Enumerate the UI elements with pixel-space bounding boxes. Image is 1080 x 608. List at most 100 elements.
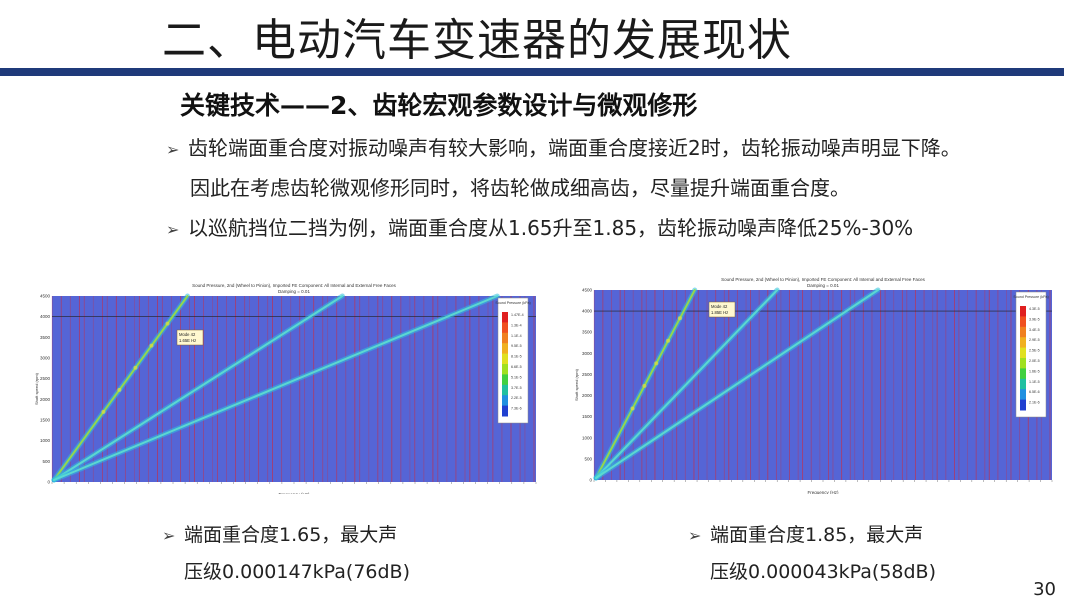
colorbar-value: 8.1E-5 xyxy=(511,355,522,359)
colorbar-swatch xyxy=(1020,368,1026,380)
colorbar-swatch xyxy=(502,405,508,417)
order-line xyxy=(53,295,499,481)
order-line xyxy=(595,289,696,479)
y-axis-label: Shaft speed (rpm) xyxy=(34,372,39,405)
colorbar-swatch xyxy=(1020,378,1026,390)
y-axis-label: Shaft speed (rpm) xyxy=(574,368,579,401)
title-underline-bar xyxy=(0,68,1064,76)
chart-subtitle: Damping = 0.01 xyxy=(807,283,839,288)
colorbar-value: 4.3E-5 xyxy=(1029,307,1040,311)
colorbar-value: 2.1E-6 xyxy=(1029,401,1040,405)
y-tick-label: 1000 xyxy=(40,438,51,443)
bullet-arrow-icon: ➢ xyxy=(688,526,702,545)
section-subtitle: 关键技术——2、齿轮宏观参数设计与微观修形 xyxy=(180,91,698,120)
colorbar-swatch xyxy=(1020,337,1026,349)
colorbar-swatch xyxy=(1020,358,1026,369)
bullet-arrow-icon: ➢ xyxy=(162,526,176,545)
hot-spot xyxy=(666,338,671,343)
colorbar-swatch xyxy=(1020,316,1026,328)
y-tick-label: 3500 xyxy=(40,335,51,340)
bullet-1: ➢ 齿轮端面重合度对振动噪声有较大影响，端面重合度接近2时，齿轮振动噪声明显下降。 xyxy=(166,132,961,161)
colorbar-value: 2.9E-5 xyxy=(1029,338,1040,342)
colorbar-value: 1.47E-4 xyxy=(511,313,524,317)
y-tick-label: 2000 xyxy=(40,397,51,402)
hot-spot xyxy=(133,365,138,370)
y-tick-label: 4500 xyxy=(40,294,51,299)
colorbar-swatch xyxy=(502,343,508,355)
y-tick-label: 2500 xyxy=(582,372,593,377)
colorbar-swatch xyxy=(1020,306,1026,317)
colorbar-value: 3.9E-5 xyxy=(1029,317,1040,321)
hot-spot xyxy=(654,361,659,366)
y-tick-label: 3500 xyxy=(582,330,593,335)
chart-right: Sound Pressure, 2nd (Wheel to Pinion), I… xyxy=(572,276,1056,495)
colorbar-value: 3.7E-5 xyxy=(511,386,522,390)
colorbar-value: 5.1E-5 xyxy=(511,375,522,379)
colorbar-swatch xyxy=(502,384,508,396)
plot-area xyxy=(594,290,1052,480)
colorbar-swatch xyxy=(502,353,508,365)
colorbar-swatch xyxy=(1020,389,1026,401)
order-line xyxy=(595,289,879,479)
colorbar-value: 1.6E-5 xyxy=(1029,369,1040,373)
y-tick-label: 3000 xyxy=(582,351,593,356)
y-tick-label: 1000 xyxy=(582,435,593,440)
colorbar-value: 7.3E-6 xyxy=(511,407,522,411)
y-tick-label: 1500 xyxy=(40,418,51,423)
hot-spot xyxy=(677,316,682,321)
caption-left-line2: 压级0.000147kPa(76dB) xyxy=(184,561,411,583)
bullet-2-text: 以巡航挡位二挡为例，端面重合度从1.65升至1.85，齿轮振动噪声降低25%-3… xyxy=(188,216,914,240)
y-tick-label: 0 xyxy=(47,480,50,485)
hot-spot xyxy=(165,321,170,326)
y-tick-label: 500 xyxy=(42,459,50,464)
mode-annotation-text: 1.65E Hz xyxy=(179,338,196,343)
colorbar-title: Sound Pressure (kPa) xyxy=(495,301,530,305)
caption-left-line1: ➢ 端面重合度1.65，最大声 xyxy=(162,524,398,546)
y-tick-label: 500 xyxy=(584,456,592,461)
x-axis-label: Frequency (Hz) xyxy=(278,492,310,494)
y-tick-label: 4000 xyxy=(40,314,51,319)
mode-annotation-box xyxy=(708,301,736,318)
caption-right-line1: ➢ 端面重合度1.85，最大声 xyxy=(688,524,924,546)
campbell-diagram-left: Sound Pressure, 2nd (Wheel to Pinion), I… xyxy=(34,283,537,497)
colorbar-value: 1.3E-4 xyxy=(511,323,522,327)
order-line xyxy=(595,289,779,479)
colorbar-value: 6.5E-6 xyxy=(1029,390,1040,394)
chart-title: Sound Pressure, 2nd (Wheel to Pinion), I… xyxy=(721,277,926,282)
plot-area xyxy=(52,296,536,482)
mode-annotation-text: 1.85E Hz xyxy=(711,310,728,315)
chart-left: Sound Pressure, 2nd (Wheel to Pinion), I… xyxy=(32,282,542,497)
order-line xyxy=(53,295,344,481)
hot-spot xyxy=(117,387,122,392)
mode-annotation-box xyxy=(176,329,204,346)
mode-annotation-text: Mode 42 xyxy=(179,332,196,337)
chart-subtitle: Damping = 0.01 xyxy=(278,289,310,294)
chart-title: Sound Pressure, 2nd (Wheel to Pinion), I… xyxy=(192,283,397,288)
campbell-diagram-right: Sound Pressure, 2nd (Wheel to Pinion), I… xyxy=(574,277,1053,495)
colorbar-swatch xyxy=(502,322,508,334)
colorbar-swatch xyxy=(502,332,508,344)
page-number: 30 xyxy=(1033,579,1056,600)
colorbar-value: 9.5E-5 xyxy=(511,344,522,348)
y-tick-label: 0 xyxy=(589,478,592,483)
hot-spot xyxy=(101,409,106,414)
bullet-1-text: 齿轮端面重合度对振动噪声有较大影响，端面重合度接近2时，齿轮振动噪声明显下降。 xyxy=(188,136,961,160)
colorbar-value: 1.1E-4 xyxy=(511,334,522,338)
hot-spot xyxy=(630,406,635,411)
colorbar-swatch xyxy=(502,395,508,407)
colorbar-swatch xyxy=(502,374,508,386)
caption-right-line2: 压级0.000043kPa(58dB) xyxy=(710,561,937,583)
colorbar-value: 6.6E-5 xyxy=(511,365,522,369)
colorbar-value: 3.4E-5 xyxy=(1029,328,1040,332)
slide-title: 二、电动汽车变速器的发展现状 xyxy=(162,15,792,66)
bullet-1-continued: 因此在考虑齿轮微观修形同时，将齿轮做成细高齿，尽量提升端面重合度。 xyxy=(190,176,850,200)
hot-spot xyxy=(149,343,154,348)
colorbar-swatch xyxy=(502,364,508,375)
colorbar-value: 1.1E-5 xyxy=(1029,380,1040,384)
bullet-arrow-icon: ➢ xyxy=(166,220,180,239)
bullet-arrow-icon: ➢ xyxy=(166,140,180,159)
y-tick-label: 3000 xyxy=(40,356,51,361)
y-tick-label: 4000 xyxy=(582,309,593,314)
bullet-2: ➢ 以巡航挡位二挡为例，端面重合度从1.65升至1.85，齿轮振动噪声降低25%-… xyxy=(166,212,913,241)
colorbar-value: 2.0E-5 xyxy=(1029,359,1040,363)
